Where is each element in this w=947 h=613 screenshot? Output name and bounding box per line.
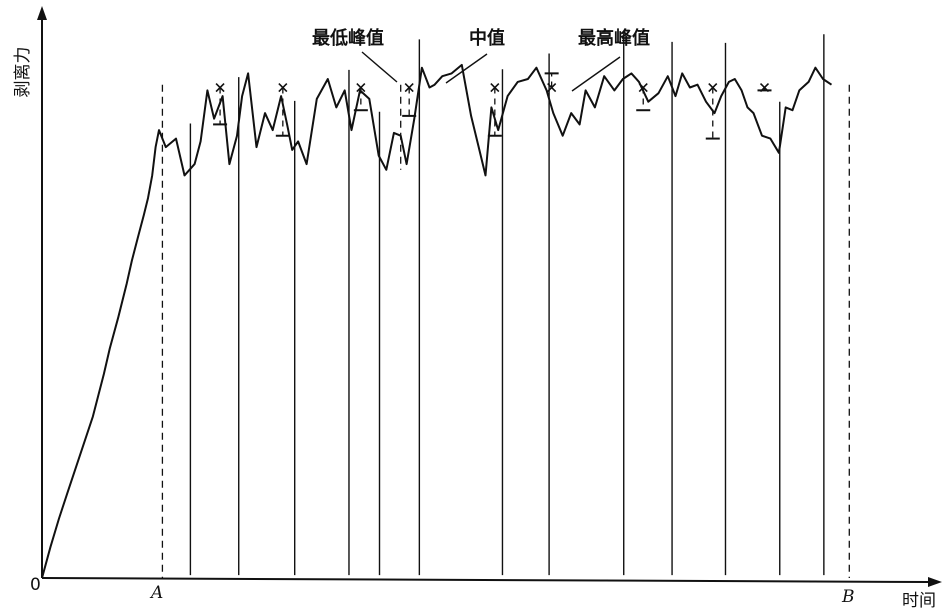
x-axis-arrow — [928, 577, 942, 587]
x-axis-label: 时间 — [902, 591, 936, 611]
origin-label: 0 — [30, 575, 41, 595]
sample-points — [213, 72, 772, 140]
annotation-min-peak: 最低峰值 — [312, 27, 384, 49]
leader-min-peak — [361, 51, 398, 83]
sample-point-4 — [487, 82, 502, 137]
sample-point-8 — [757, 82, 772, 93]
sample-point-1 — [275, 82, 290, 137]
y-axis-label: 剥离力 — [13, 47, 33, 98]
annotation-median: 中值 — [469, 27, 505, 49]
sample-point-3 — [402, 82, 417, 117]
leader-median — [445, 53, 488, 84]
x-axis — [41, 577, 929, 583]
sample-point-5 — [544, 72, 559, 93]
marker-label-b: B — [841, 587, 855, 607]
segment-boundaries — [189, 33, 825, 576]
marker-label-a: A — [149, 583, 163, 603]
sample-point-7 — [705, 82, 720, 140]
annotation-max-peak: 最高峰值 — [578, 27, 650, 49]
sample-point-6 — [636, 82, 651, 112]
y-axis-arrow — [37, 6, 47, 20]
peel-force-curve — [41, 63, 833, 579]
leader-max-peak — [571, 56, 621, 92]
guide-lines — [161, 84, 850, 578]
sample-point-0 — [213, 82, 228, 126]
sample-point-2 — [353, 82, 368, 112]
